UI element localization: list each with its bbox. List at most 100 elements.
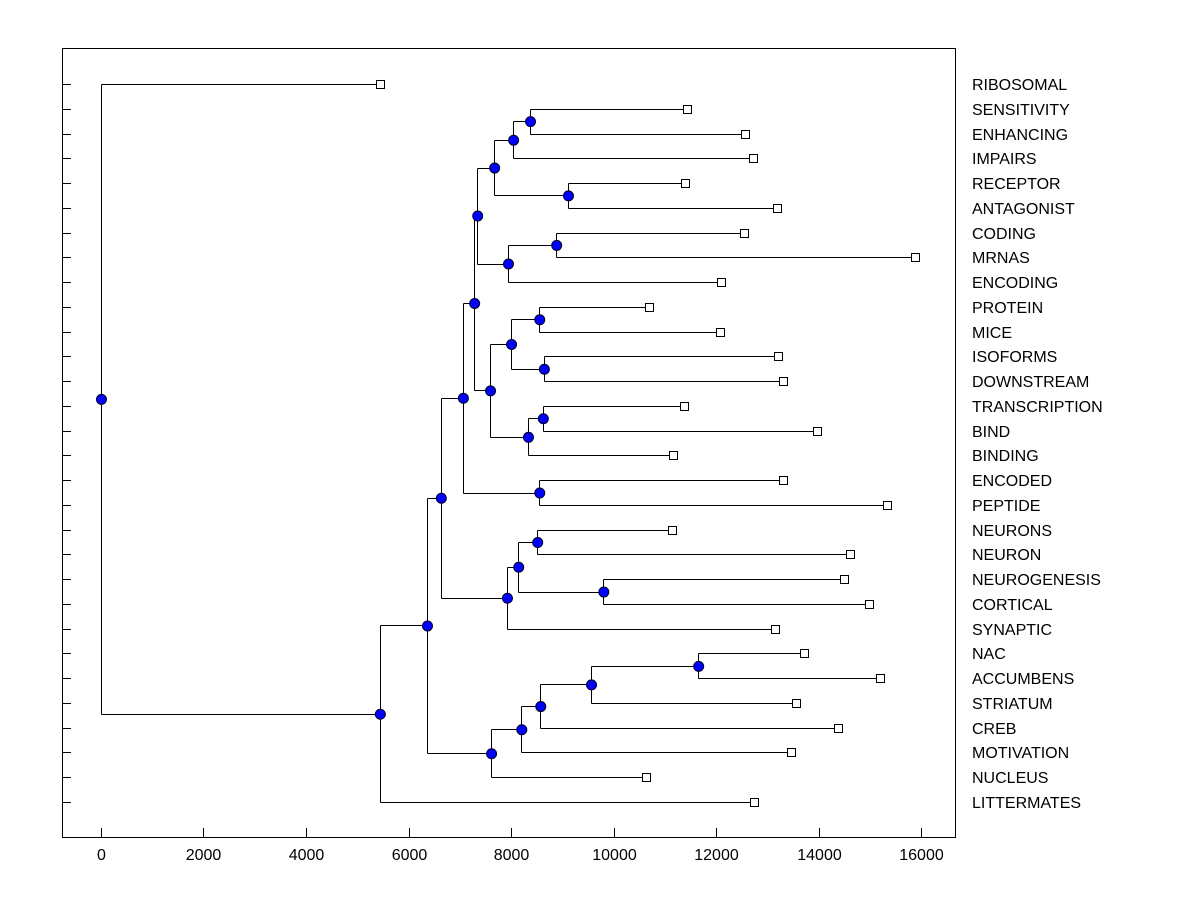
leaf-label: PROTEIN <box>972 300 1043 317</box>
leaf-label: BIND <box>972 424 1010 441</box>
leaf-marker <box>792 699 801 708</box>
leaf-marker <box>645 303 654 312</box>
cluster-node <box>502 258 514 270</box>
cluster-node <box>489 162 501 174</box>
cluster-node <box>501 592 513 604</box>
cluster-node <box>534 487 546 499</box>
cluster-node <box>95 393 107 405</box>
leaf-marker <box>376 80 385 89</box>
plot-frame <box>62 48 956 838</box>
cluster-node <box>472 210 484 222</box>
leaf-marker <box>834 724 843 733</box>
x-tick-label: 8000 <box>494 847 530 864</box>
cluster-node <box>534 314 546 326</box>
leaf-label: BINDING <box>972 448 1039 465</box>
leaf-label: ACCUMBENS <box>972 671 1074 688</box>
x-tick-label: 12000 <box>694 847 739 864</box>
leaf-marker <box>787 748 796 757</box>
leaf-label: ENHANCING <box>972 127 1068 144</box>
cluster-node <box>485 385 497 397</box>
leaf-marker <box>741 130 750 139</box>
cluster-node <box>538 363 550 375</box>
x-tick-label: 2000 <box>186 847 222 864</box>
cluster-node <box>551 239 563 251</box>
leaf-label: CORTICAL <box>972 597 1053 614</box>
leaf-marker <box>740 229 749 238</box>
leaf-marker <box>680 402 689 411</box>
leaf-marker <box>642 773 651 782</box>
x-tick-label: 6000 <box>392 847 428 864</box>
cluster-node <box>374 708 386 720</box>
x-tick-label: 0 <box>97 847 106 864</box>
cluster-node <box>421 620 433 632</box>
leaf-label: MOTIVATION <box>972 745 1069 762</box>
leaf-marker <box>883 501 892 510</box>
cluster-node <box>506 338 518 350</box>
x-tick-label: 10000 <box>592 847 637 864</box>
leaf-label: PEPTIDE <box>972 498 1040 515</box>
leaf-label: NAC <box>972 646 1006 663</box>
leaf-label: NEUROGENESIS <box>972 572 1101 589</box>
leaf-marker <box>774 352 783 361</box>
cluster-node <box>586 679 598 691</box>
leaf-marker <box>771 625 780 634</box>
leaf-label: CODING <box>972 226 1036 243</box>
leaf-label: STRIATUM <box>972 696 1053 713</box>
cluster-node <box>457 392 469 404</box>
leaf-marker <box>681 179 690 188</box>
leaf-label: RECEPTOR <box>972 176 1061 193</box>
dendrogram-marks <box>95 80 920 807</box>
leaf-marker <box>779 476 788 485</box>
leaf-marker <box>813 427 822 436</box>
cluster-node <box>598 586 610 598</box>
leaf-marker <box>717 278 726 287</box>
leaf-marker <box>865 600 874 609</box>
leaf-marker <box>779 377 788 386</box>
leaf-label: MICE <box>972 325 1012 342</box>
leaf-marker <box>683 105 692 114</box>
leaf-marker <box>876 674 885 683</box>
cluster-node <box>508 134 520 146</box>
leaf-marker <box>911 253 920 262</box>
cluster-node <box>535 701 547 713</box>
leaf-marker <box>773 204 782 213</box>
leaf-marker <box>840 575 849 584</box>
dendrogram-links <box>101 84 916 803</box>
cluster-node <box>693 660 705 672</box>
cluster-node <box>435 492 447 504</box>
leaf-label: SYNAPTIC <box>972 622 1052 639</box>
leaf-label: RIBOSOMAL <box>972 77 1067 94</box>
cluster-node <box>469 297 481 309</box>
leaf-marker <box>750 798 759 807</box>
leaf-label: NEURON <box>972 547 1041 564</box>
leaf-marker <box>846 550 855 559</box>
leaf-label: NEURONS <box>972 523 1052 540</box>
leaf-marker <box>716 328 725 337</box>
leaf-label: LITTERMATES <box>972 795 1081 812</box>
cluster-node <box>537 413 549 425</box>
cluster-node <box>525 116 537 128</box>
x-tick-label: 14000 <box>797 847 842 864</box>
x-tick-label: 4000 <box>289 847 325 864</box>
leaf-marker <box>668 526 677 535</box>
cluster-node <box>516 724 528 736</box>
cluster-node <box>513 561 525 573</box>
leaf-label: ANTAGONIST <box>972 201 1075 218</box>
leaf-label: ISOFORMS <box>972 349 1057 366</box>
leaf-label: IMPAIRS <box>972 151 1037 168</box>
x-tick-label: 16000 <box>899 847 944 864</box>
cluster-node <box>522 431 534 443</box>
leaf-marker <box>749 154 758 163</box>
leaf-label: SENSITIVITY <box>972 102 1070 119</box>
leaf-label: NUCLEUS <box>972 770 1048 787</box>
leaf-labels: RIBOSOMAL SENSITIVITY ENHANCING IMPAIRS RECE… <box>972 77 1103 812</box>
leaf-label: CREB <box>972 721 1016 738</box>
leaf-marker <box>669 451 678 460</box>
cluster-node <box>562 190 574 202</box>
leaf-label: ENCODING <box>972 275 1058 292</box>
cluster-node <box>486 748 498 760</box>
cluster-node <box>532 537 544 549</box>
leaf-marker <box>800 649 809 658</box>
leaf-label: DOWNSTREAM <box>972 374 1089 391</box>
leaf-label: ENCODED <box>972 473 1052 490</box>
